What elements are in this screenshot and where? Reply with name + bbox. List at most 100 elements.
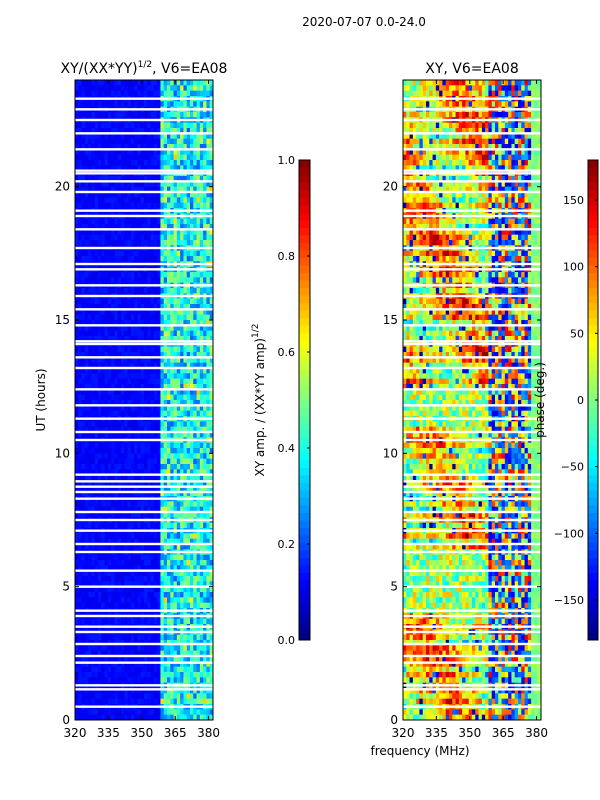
heatmap-cell: [199, 181, 204, 188]
heatmap-cell: [196, 234, 201, 241]
heatmap-cell: [209, 389, 214, 396]
heatmap-cell: [75, 288, 79, 294]
heatmap-cell: [127, 421, 132, 428]
heatmap-cell: [104, 144, 109, 150]
heatmap-cell: [147, 298, 151, 305]
heatmap-cell: [199, 346, 204, 353]
heatmap-cell: [209, 688, 214, 694]
heatmap-cell: [167, 325, 171, 332]
heatmap-cell: [78, 448, 82, 454]
heatmap-cell: [124, 485, 128, 492]
heatmap-cell: [107, 656, 112, 662]
heatmap-cell: [183, 688, 188, 694]
heatmap-cell: [147, 256, 151, 262]
heatmap-cell: [104, 650, 109, 657]
heatmap-cell: [167, 405, 171, 412]
heatmap-cell: [84, 421, 89, 428]
heatmap-cell: [124, 448, 128, 454]
heatmap-cell: [137, 592, 142, 598]
heatmap-cell: [137, 506, 142, 513]
heatmap-cell: [114, 154, 119, 161]
heatmap-cell: [150, 672, 155, 678]
heatmap-cell: [88, 133, 92, 140]
heatmap-cell: [88, 128, 92, 134]
heatmap-cell: [170, 560, 174, 566]
heatmap-cell: [78, 373, 82, 380]
heatmap-cell: [134, 688, 138, 694]
heatmap-cell: [173, 352, 178, 358]
heatmap-cell: [199, 400, 204, 406]
heatmap-cell: [176, 501, 181, 508]
heatmap-cell: [101, 138, 105, 145]
heatmap-cell: [140, 202, 145, 209]
heatmap-cell: [199, 336, 204, 342]
heatmap-cell: [157, 453, 161, 460]
heatmap-cell: [81, 469, 86, 476]
heatmap-cell: [117, 240, 122, 246]
heatmap-cell: [144, 288, 148, 294]
heatmap-cell: [130, 229, 135, 236]
heatmap-cell: [180, 250, 184, 257]
heatmap-cell: [134, 410, 138, 417]
heatmap-cell: [193, 80, 197, 86]
heatmap-cell: [88, 144, 92, 150]
heatmap-cell: [186, 405, 191, 412]
heatmap-cell: [137, 133, 142, 140]
heatmap-cell: [117, 474, 122, 481]
heatmap-cell: [104, 250, 109, 257]
heatmap-cell: [111, 618, 115, 625]
heatmap-cell: [206, 149, 211, 156]
heatmap-cell: [203, 181, 207, 188]
heatmap-cell: [170, 229, 174, 236]
heatmap-cell: [209, 160, 214, 166]
heatmap-cell: [170, 309, 174, 316]
heatmap-cell: [104, 688, 109, 694]
heatmap-cell: [203, 154, 207, 161]
heatmap-cell: [186, 645, 191, 652]
heatmap-cell: [163, 373, 168, 380]
heatmap-cell: [84, 645, 89, 652]
heatmap-cell: [111, 218, 115, 225]
heatmap-cell: [134, 122, 138, 129]
heatmap-cell: [94, 458, 99, 465]
heatmap-cell: [203, 234, 207, 241]
heatmap-cell: [91, 85, 96, 92]
heatmap-cell: [81, 373, 86, 380]
heatmap-cell: [153, 362, 158, 369]
heatmap-cell: [104, 176, 109, 182]
heatmap-cell: [209, 85, 214, 92]
heatmap-cell: [167, 570, 171, 577]
heatmap-cell: [130, 570, 135, 577]
heatmap-cell: [75, 122, 79, 129]
heatmap-cell: [209, 672, 214, 678]
heatmap-cell: [183, 442, 188, 449]
heatmap-cell: [81, 80, 86, 86]
heatmap-cell: [150, 224, 155, 230]
heatmap-cell: [114, 448, 119, 454]
heatmap-cell: [111, 272, 115, 278]
heatmap-cell: [196, 272, 201, 278]
heatmap-cell: [117, 389, 122, 396]
heatmap-cell: [206, 218, 211, 225]
heatmap-cell: [160, 240, 165, 246]
heatmap-cell: [121, 645, 125, 652]
heatmap-cell: [153, 650, 158, 657]
heatmap-cell: [157, 378, 161, 385]
heatmap-cell: [124, 389, 128, 396]
heatmap-cell: [91, 490, 96, 497]
heatmap-cell: [94, 533, 99, 540]
heatmap-cell: [147, 656, 151, 662]
heatmap-cell: [81, 432, 86, 438]
heatmap-cell: [160, 576, 165, 582]
heatmap-cell: [81, 480, 86, 486]
heatmap-cell: [180, 197, 184, 204]
heatmap-cell: [140, 144, 145, 150]
heatmap-cell: [107, 149, 112, 156]
heatmap-cell: [91, 133, 96, 140]
heatmap-cell: [75, 618, 79, 625]
heatmap-cell: [153, 304, 158, 310]
heatmap-cell: [124, 506, 128, 513]
heatmap-cell: [163, 592, 168, 598]
heatmap-cell: [186, 560, 191, 566]
heatmap-cell: [173, 112, 178, 118]
